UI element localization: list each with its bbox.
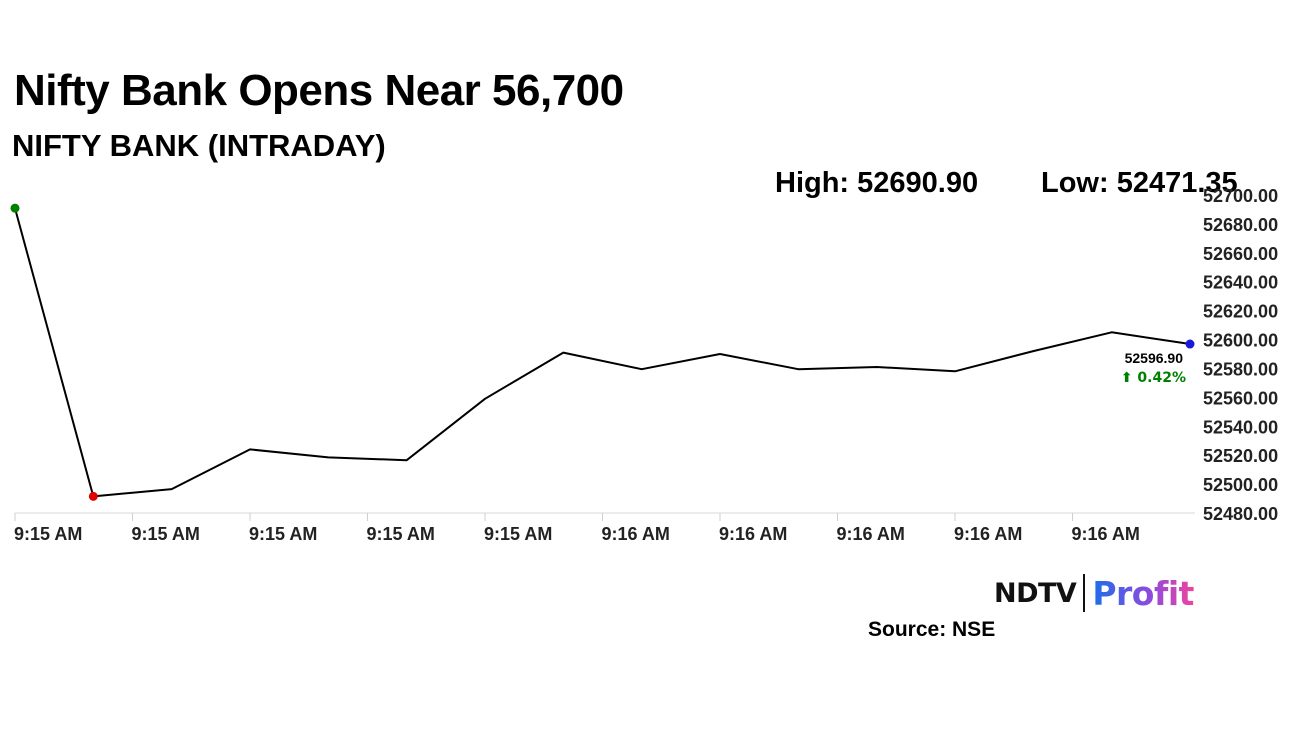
y-tick-label: 52540.00	[1203, 417, 1278, 437]
x-tick-label: 9:15 AM	[14, 524, 82, 544]
headline: Nifty Bank Opens Near 56,700	[14, 66, 624, 115]
x-tick-label: 9:15 AM	[484, 524, 552, 544]
high-value: High: 52690.90	[775, 167, 979, 199]
last-value-label: 52596.90	[1125, 350, 1184, 366]
y-tick-label: 52560.00	[1203, 388, 1278, 408]
logo-ndtv-text: NDTV	[994, 577, 1077, 609]
y-tick-label: 52680.00	[1203, 215, 1278, 235]
chart-subtitle: NIFTY BANK (INTRADAY)	[12, 128, 386, 163]
y-tick-label: 52620.00	[1203, 302, 1278, 322]
label-layer: 52596.90 ⬆ 0.42%	[1121, 350, 1186, 386]
y-tick-label: 52700.00	[1203, 186, 1278, 206]
y-tick-label: 52600.00	[1203, 331, 1278, 351]
x-tick-label: 9:16 AM	[719, 524, 787, 544]
y-tick-label: 52520.00	[1203, 446, 1278, 466]
marker-open	[10, 203, 20, 213]
logo-divider	[1083, 574, 1086, 612]
y-tick-label: 52660.00	[1203, 244, 1278, 264]
x-tick-label: 9:15 AM	[249, 524, 317, 544]
x-tick-label: 9:16 AM	[1072, 524, 1140, 544]
marker-last	[1185, 339, 1195, 349]
low-value: Low: 52471.35	[1041, 167, 1238, 199]
logo-profit-text: Profit	[1092, 573, 1194, 613]
x-tick-label: 9:16 AM	[602, 524, 670, 544]
ndtv-profit-logo: NDTV Profit	[994, 572, 1194, 614]
y-tick-label: 52580.00	[1203, 359, 1278, 379]
series-line	[14, 207, 1191, 498]
marker-low	[88, 491, 98, 501]
x-tick-label: 9:16 AM	[954, 524, 1022, 544]
x-axis: 9:15 AM 9:15 AM 9:15 AM 9:15 AM 9:15 AM 9:16 …	[14, 512, 1195, 544]
x-tick-label: 9:15 AM	[132, 524, 200, 544]
y-tick-label: 52640.00	[1203, 273, 1278, 293]
change-label: ⬆ 0.42%	[1121, 370, 1186, 386]
x-tick-label: 9:16 AM	[837, 524, 905, 544]
source-note: Source: NSE	[868, 618, 996, 641]
series-layer	[14, 207, 1191, 498]
y-axis: 52700.00 52680.00 52660.00 52640.00 52620.00…	[1203, 186, 1278, 524]
y-tick-label: 52500.00	[1203, 475, 1278, 495]
marker-layer	[10, 203, 1195, 501]
x-tick-label: 9:15 AM	[367, 524, 435, 544]
y-tick-label: 52480.00	[1203, 504, 1278, 524]
